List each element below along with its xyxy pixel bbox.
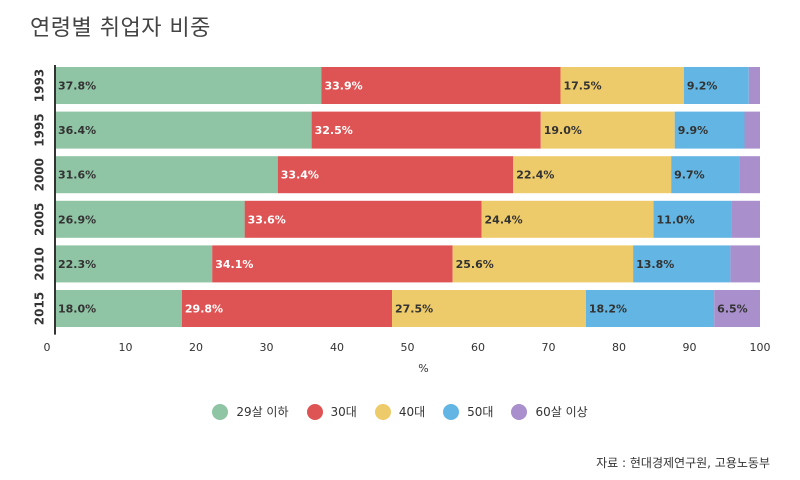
legend-swatch: [306, 403, 323, 420]
bar-segment: [671, 156, 740, 194]
legend-label: 50대: [467, 405, 494, 419]
data-label: 33.4%: [281, 169, 319, 182]
x-tick-label: 20: [189, 341, 203, 354]
data-label: 34.1%: [215, 258, 253, 271]
x-tick-label: 0: [44, 341, 51, 354]
bar-segment: [674, 111, 745, 149]
data-label: 22.4%: [516, 169, 554, 182]
legend-item: 40대: [374, 403, 426, 420]
bar-segment: [513, 156, 672, 194]
data-label: 17.5%: [563, 80, 601, 93]
bar-segment: [585, 290, 715, 327]
legend-label: 60살 이상: [535, 405, 588, 419]
legend-item: 30대: [306, 403, 357, 420]
y-tick-label: 1995: [33, 113, 47, 146]
bar-segment: [311, 111, 541, 149]
y-tick-label: 2015: [33, 292, 47, 325]
bar-segment: [540, 111, 675, 149]
data-label: 11.0%: [657, 213, 695, 226]
data-label: 24.4%: [485, 213, 523, 226]
bar-segment: [181, 290, 392, 327]
bar-segment: [55, 111, 312, 149]
data-label: 9.7%: [674, 169, 705, 182]
legend-item: 50대: [443, 403, 493, 420]
bar-segment: [683, 67, 749, 104]
bar-segment: [633, 245, 731, 283]
data-label: 26.9%: [58, 213, 96, 226]
y-tick-label: 2005: [33, 203, 47, 236]
chart-legend: 29살 이하 30대 40대 50대 60살 이상: [0, 403, 800, 423]
legend-swatch: [212, 403, 229, 420]
data-label: 18.2%: [589, 303, 627, 316]
x-axis-label: %: [418, 362, 428, 375]
legend-item: 29살 이하: [212, 403, 289, 420]
bar-segment: [730, 245, 760, 283]
data-label: 32.5%: [315, 124, 353, 137]
bar-segment: [244, 200, 482, 238]
x-tick-label: 50: [401, 341, 415, 354]
bar-segment: [560, 67, 684, 104]
x-tick-label: 10: [119, 341, 133, 354]
legend-label: 30대: [330, 405, 357, 419]
data-label: 9.9%: [678, 124, 709, 137]
data-label: 25.6%: [456, 258, 494, 271]
y-tick-label: 2010: [33, 247, 47, 280]
legend-label: 29살 이하: [236, 405, 289, 419]
bar-segment: [731, 200, 760, 238]
legend-swatch: [374, 403, 391, 420]
data-label: 29.8%: [185, 303, 223, 316]
x-tick-label: 60: [471, 341, 485, 354]
bar-segment: [653, 200, 732, 238]
legend-swatch: [511, 403, 528, 420]
data-label: 18.0%: [58, 303, 96, 316]
data-label: 22.3%: [58, 258, 96, 271]
data-label: 13.8%: [636, 258, 674, 271]
y-tick-label: 1993: [33, 69, 47, 102]
bar-segment: [55, 245, 213, 283]
bar-segment: [744, 111, 760, 149]
data-label: 33.9%: [324, 80, 362, 93]
legend-item: 60살 이상: [511, 403, 588, 420]
bar-segment: [55, 290, 182, 327]
bar-segment: [55, 67, 322, 104]
bar-segment: [714, 290, 760, 327]
data-label: 19.0%: [544, 124, 582, 137]
data-label: 36.4%: [58, 124, 96, 137]
x-tick-label: 70: [542, 341, 556, 354]
data-label: 37.8%: [58, 80, 96, 93]
data-label: 33.6%: [248, 213, 286, 226]
source-note: 자료 : 현대경제연구원, 고용노동부: [596, 456, 770, 470]
x-tick-label: 90: [683, 341, 697, 354]
bar-segment: [748, 67, 760, 104]
data-label: 27.5%: [395, 303, 433, 316]
legend-swatch: [443, 403, 460, 420]
legend-label: 40대: [398, 405, 426, 419]
bar-segment: [452, 245, 634, 283]
data-label: 6.5%: [717, 303, 748, 316]
x-tick-label: 30: [260, 341, 274, 354]
bar-segment: [55, 156, 278, 194]
x-tick-label: 40: [330, 341, 344, 354]
data-label: 9.2%: [687, 80, 718, 93]
bar-segment: [277, 156, 514, 194]
bar-segment: [212, 245, 453, 283]
bar-segment: [55, 200, 245, 238]
bar-segment: [391, 290, 586, 327]
x-tick-label: 80: [612, 341, 626, 354]
bar-segment: [321, 67, 561, 104]
bar-segment: [739, 156, 760, 194]
y-tick-label: 2000: [33, 158, 47, 191]
data-label: 31.6%: [58, 169, 96, 182]
stacked-bar-chart: 37.8% 33.9% 17.5% 9.2% 1993 36.4% 32.5% 19.0% 9.…: [33, 65, 771, 375]
chart-title: 연령별 취업자 비중: [30, 16, 211, 41]
bar-segment: [481, 200, 654, 238]
x-tick-label: 100: [750, 341, 771, 354]
